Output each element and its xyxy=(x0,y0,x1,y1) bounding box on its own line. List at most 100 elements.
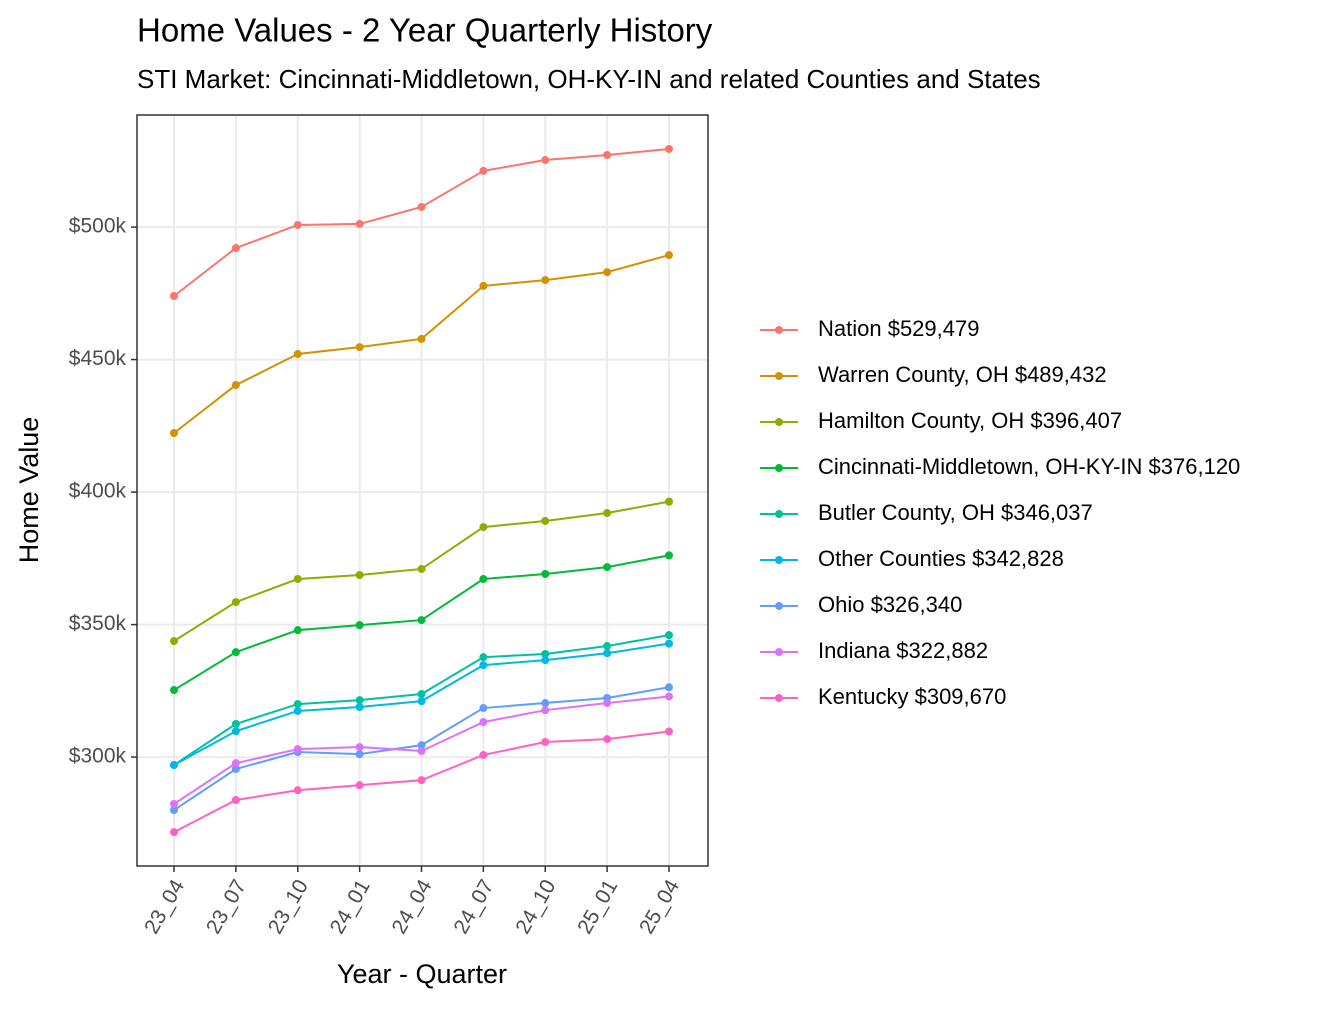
data-point xyxy=(231,759,240,768)
y-tick-label: $300k xyxy=(69,745,127,768)
data-point xyxy=(355,781,364,790)
data-point xyxy=(231,598,240,607)
data-point xyxy=(603,699,612,708)
data-point xyxy=(293,745,302,754)
data-point xyxy=(665,639,673,648)
legend-label: Warren County, OH $489,432 xyxy=(818,362,1107,387)
data-point xyxy=(417,616,426,625)
data-point xyxy=(231,381,240,390)
chart-subtitle: STI Market: Cincinnati-Middletown, OH-KY… xyxy=(137,64,1041,94)
data-point xyxy=(665,727,673,736)
plot-border xyxy=(136,114,709,867)
data-point xyxy=(479,281,488,290)
legend-label: Hamilton County, OH $396,407 xyxy=(818,408,1122,433)
x-tick-label: 24_10 xyxy=(511,876,560,938)
data-point xyxy=(355,696,364,705)
data-point xyxy=(170,806,178,815)
legend-point xyxy=(775,372,783,380)
data-point xyxy=(479,653,488,662)
data-point xyxy=(541,737,550,746)
legend-label: Cincinnati-Middletown, OH-KY-IN $376,120 xyxy=(818,454,1240,479)
chart-title: Home Values - 2 Year Quarterly History xyxy=(137,12,713,49)
data-point xyxy=(479,718,488,727)
data-point xyxy=(665,631,673,640)
data-point xyxy=(479,523,488,532)
x-tick-label: 25_01 xyxy=(573,876,622,938)
legend-point xyxy=(775,694,783,702)
data-point xyxy=(417,690,426,699)
data-point xyxy=(417,776,426,785)
data-point xyxy=(231,244,240,253)
data-point xyxy=(417,334,426,343)
x-tick-label: 24_07 xyxy=(449,876,498,938)
data-point xyxy=(665,683,673,692)
data-point xyxy=(603,649,612,658)
data-point xyxy=(541,650,550,659)
data-point xyxy=(293,786,302,795)
data-point xyxy=(293,350,302,359)
data-point xyxy=(417,741,426,750)
data-point xyxy=(355,750,364,759)
data-point xyxy=(231,719,240,728)
legend-label: Other Counties $342,828 xyxy=(818,546,1064,571)
data-point xyxy=(541,276,550,285)
data-point xyxy=(665,551,673,560)
data-point xyxy=(603,509,612,518)
data-point xyxy=(541,706,550,715)
data-point xyxy=(170,428,178,437)
legend-point xyxy=(775,602,783,610)
data-point xyxy=(417,564,426,573)
legend-label: Butler County, OH $346,037 xyxy=(818,500,1093,525)
y-axis-title: Home Value xyxy=(14,417,44,564)
legend-label: Kentucky $309,670 xyxy=(818,684,1006,709)
data-point xyxy=(170,799,178,808)
data-point xyxy=(665,692,673,701)
data-point xyxy=(231,727,240,736)
data-point xyxy=(293,706,302,715)
data-point xyxy=(170,291,178,300)
data-point xyxy=(479,575,488,584)
legend-point xyxy=(775,510,783,518)
x-tick-label: 23_07 xyxy=(202,876,251,938)
legend-point xyxy=(775,418,783,426)
x-axis-title: Year - Quarter xyxy=(337,959,507,989)
data-point xyxy=(417,746,426,755)
y-tick-label: $350k xyxy=(69,612,127,635)
data-point xyxy=(479,661,488,670)
data-point xyxy=(479,166,488,175)
x-tick-label: 24_01 xyxy=(326,876,375,938)
data-point xyxy=(665,144,673,153)
data-point xyxy=(541,156,550,165)
data-point xyxy=(355,743,364,752)
data-point xyxy=(603,642,612,651)
data-point xyxy=(417,202,426,211)
data-point xyxy=(541,569,550,578)
data-point xyxy=(603,735,612,744)
data-point xyxy=(479,704,488,713)
legend-point xyxy=(775,326,783,334)
legend-label: Ohio $326,340 xyxy=(818,592,962,617)
data-point xyxy=(231,765,240,774)
data-point xyxy=(355,219,364,228)
y-tick-label: $400k xyxy=(69,480,127,503)
data-point xyxy=(355,703,364,712)
data-point xyxy=(231,796,240,805)
data-point xyxy=(170,686,178,695)
data-point xyxy=(170,828,178,837)
data-point xyxy=(231,648,240,657)
data-point xyxy=(170,761,178,770)
data-point xyxy=(293,220,302,229)
data-point xyxy=(355,571,364,580)
data-point xyxy=(479,750,488,759)
data-point xyxy=(603,563,612,572)
x-tick-label: 23_04 xyxy=(140,876,189,938)
data-point xyxy=(170,637,178,646)
data-point xyxy=(603,268,612,277)
data-point xyxy=(665,497,673,506)
data-point xyxy=(603,151,612,160)
legend-label: Nation $529,479 xyxy=(818,316,979,341)
x-tick-label: 23_10 xyxy=(264,876,313,938)
legend-point xyxy=(775,464,783,472)
y-tick-label: $450k xyxy=(69,347,127,370)
